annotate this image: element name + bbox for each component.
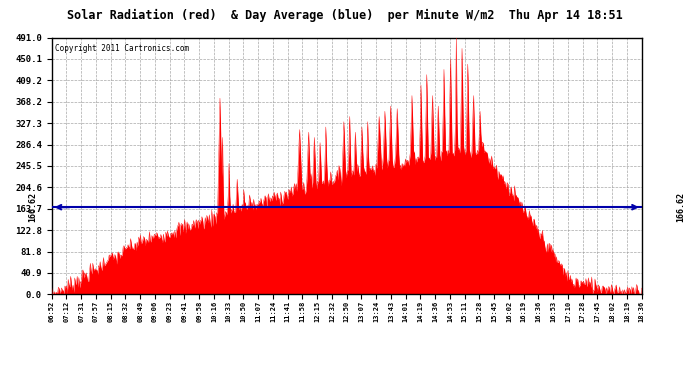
Text: Copyright 2011 Cartronics.com: Copyright 2011 Cartronics.com [55, 44, 189, 53]
Text: Solar Radiation (red)  & Day Average (blue)  per Minute W/m2  Thu Apr 14 18:51: Solar Radiation (red) & Day Average (blu… [67, 9, 623, 22]
Text: 166.62: 166.62 [28, 192, 37, 222]
Text: 166.62: 166.62 [676, 192, 685, 222]
